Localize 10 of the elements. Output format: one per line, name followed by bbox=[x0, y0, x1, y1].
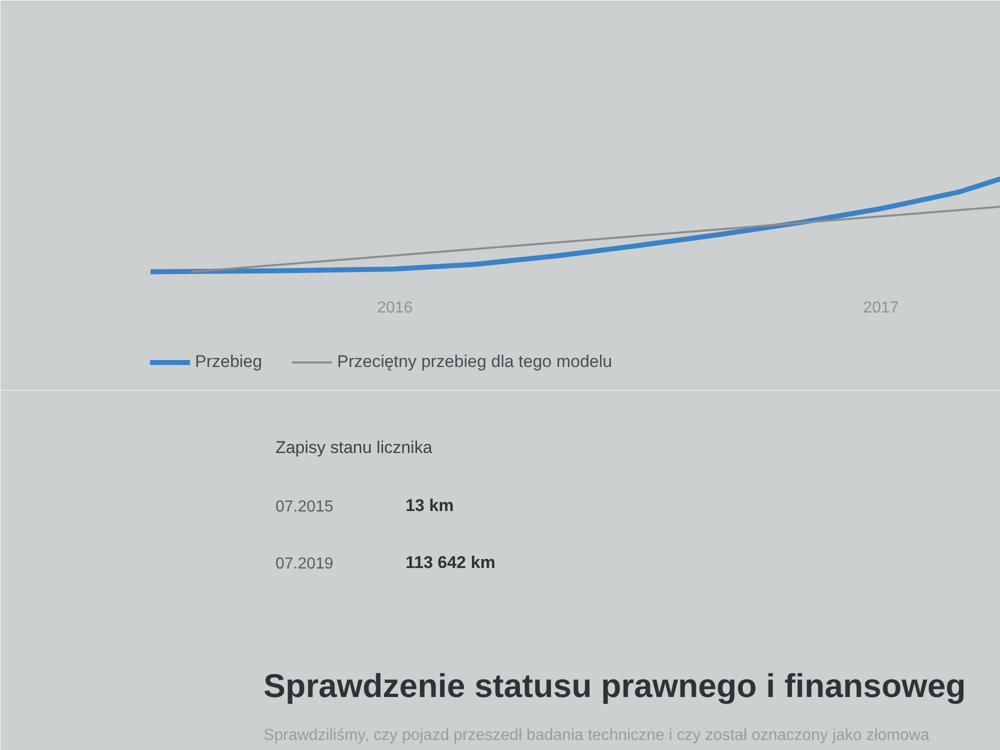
x-tick-label: 2016 bbox=[377, 300, 413, 316]
x-tick-label: 2017 bbox=[863, 300, 899, 316]
text: 07.2015 bbox=[275, 498, 334, 516]
text: Sprawdzenie statusu prawnego i finansoweg bbox=[264, 667, 966, 704]
legend-label: Przebieg bbox=[195, 352, 262, 372]
text: Zapisy stanu licznika bbox=[275, 438, 433, 457]
text: 07.2019 bbox=[275, 556, 334, 572]
text: 113 642 km bbox=[406, 553, 496, 572]
legend-label: Przeciętny przebieg dla tego modelu bbox=[337, 352, 612, 372]
text: 13 km bbox=[406, 496, 454, 515]
